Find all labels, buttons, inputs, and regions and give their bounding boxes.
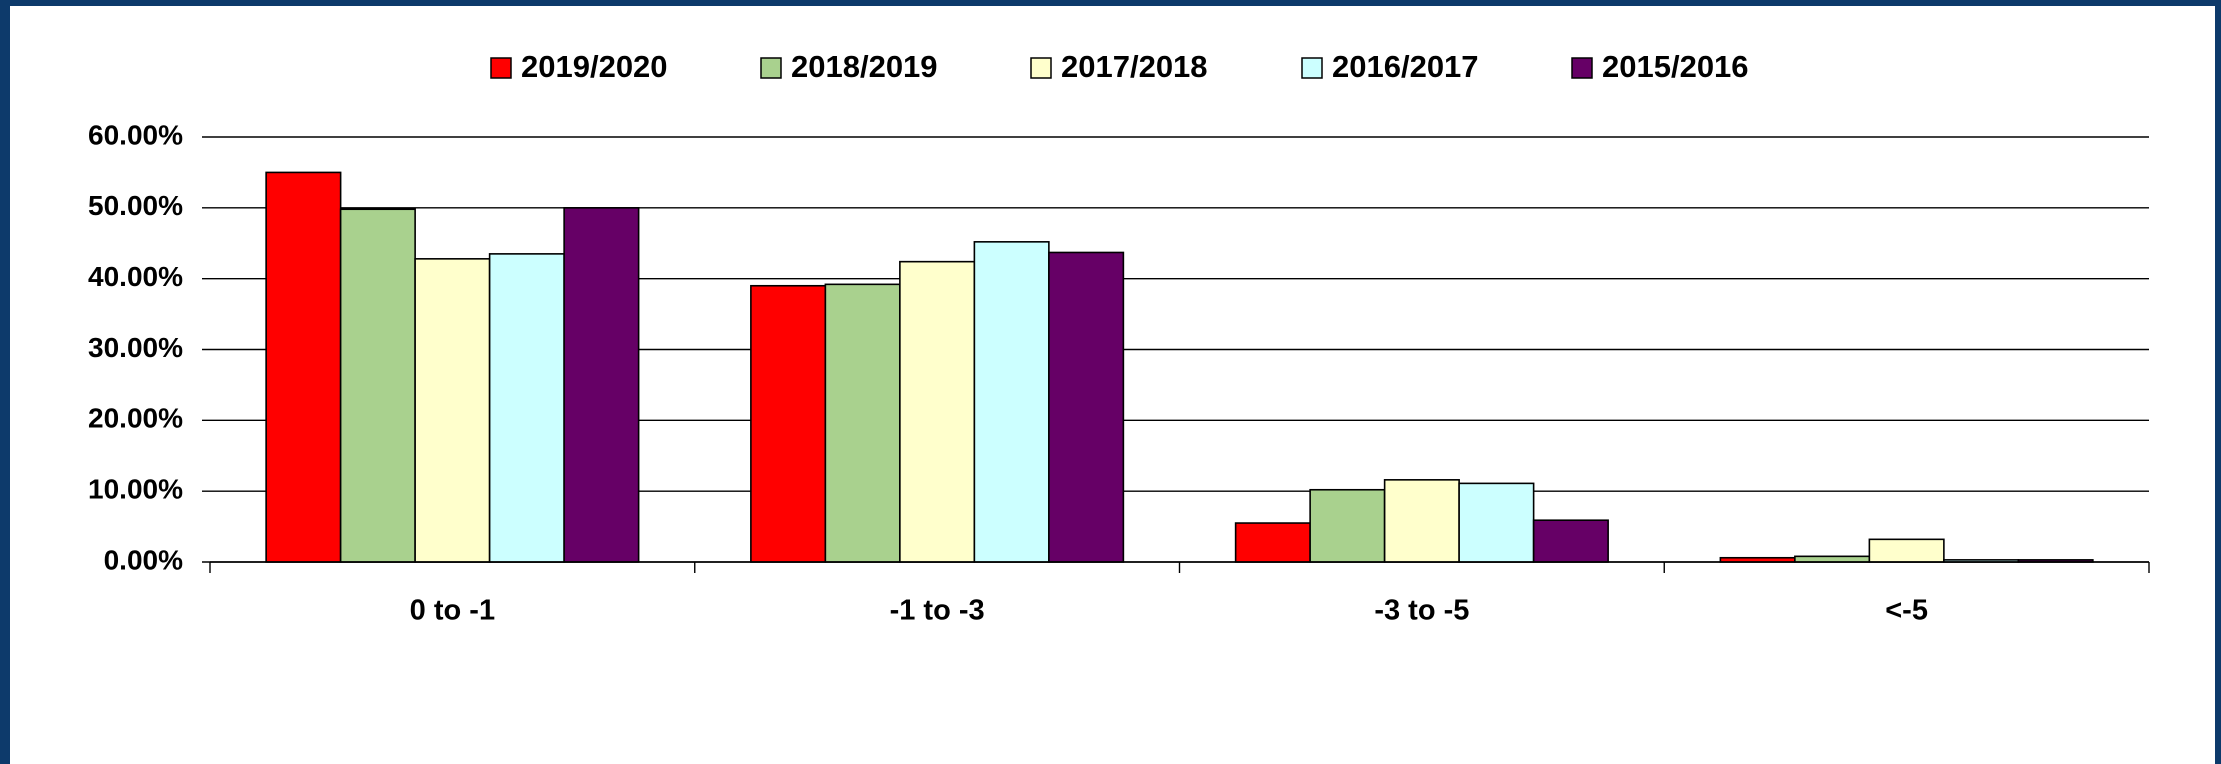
legend-swatch <box>490 57 512 79</box>
bar <box>973 241 1050 563</box>
bar <box>750 284 827 563</box>
x-tick-label: 0 to -1 <box>410 595 495 627</box>
bar <box>1309 488 1386 563</box>
bar <box>488 253 565 563</box>
bar <box>899 260 976 563</box>
legend-swatch <box>1571 57 1593 79</box>
bar <box>1383 479 1460 563</box>
bar <box>265 171 342 563</box>
bar <box>1234 522 1311 563</box>
legend-swatch <box>760 57 782 79</box>
bar <box>824 283 901 563</box>
bar <box>563 207 640 563</box>
x-tick-label: <-5 <box>1885 595 1928 627</box>
y-tick-label: 50.00% <box>88 190 183 221</box>
legend-label: 2016/2017 <box>1332 49 1479 84</box>
y-tick-label: 10.00% <box>88 474 183 505</box>
legend-label: 2017/2018 <box>1061 49 1208 84</box>
y-tick-label: 40.00% <box>88 261 183 292</box>
bar <box>1532 519 1609 563</box>
legend-label: 2015/2016 <box>1602 49 1749 84</box>
legend-label: 2019/2020 <box>521 49 668 84</box>
y-tick-label: 30.00% <box>88 332 183 363</box>
legend-label: 2018/2019 <box>791 49 938 84</box>
bar <box>414 258 491 563</box>
x-tick-label: -1 to -3 <box>890 595 985 627</box>
y-tick-label: 0.00% <box>104 544 183 575</box>
legend-swatch <box>1301 57 1323 79</box>
y-tick-label: 60.00% <box>88 119 183 150</box>
legend-swatch <box>1030 57 1052 79</box>
y-tick-label: 20.00% <box>88 403 183 434</box>
bar <box>339 208 416 563</box>
bar <box>1048 251 1125 563</box>
bar <box>1794 555 1871 563</box>
x-tick-label: -3 to -5 <box>1374 595 1469 627</box>
bar <box>1458 482 1535 563</box>
bar <box>1868 538 1945 563</box>
